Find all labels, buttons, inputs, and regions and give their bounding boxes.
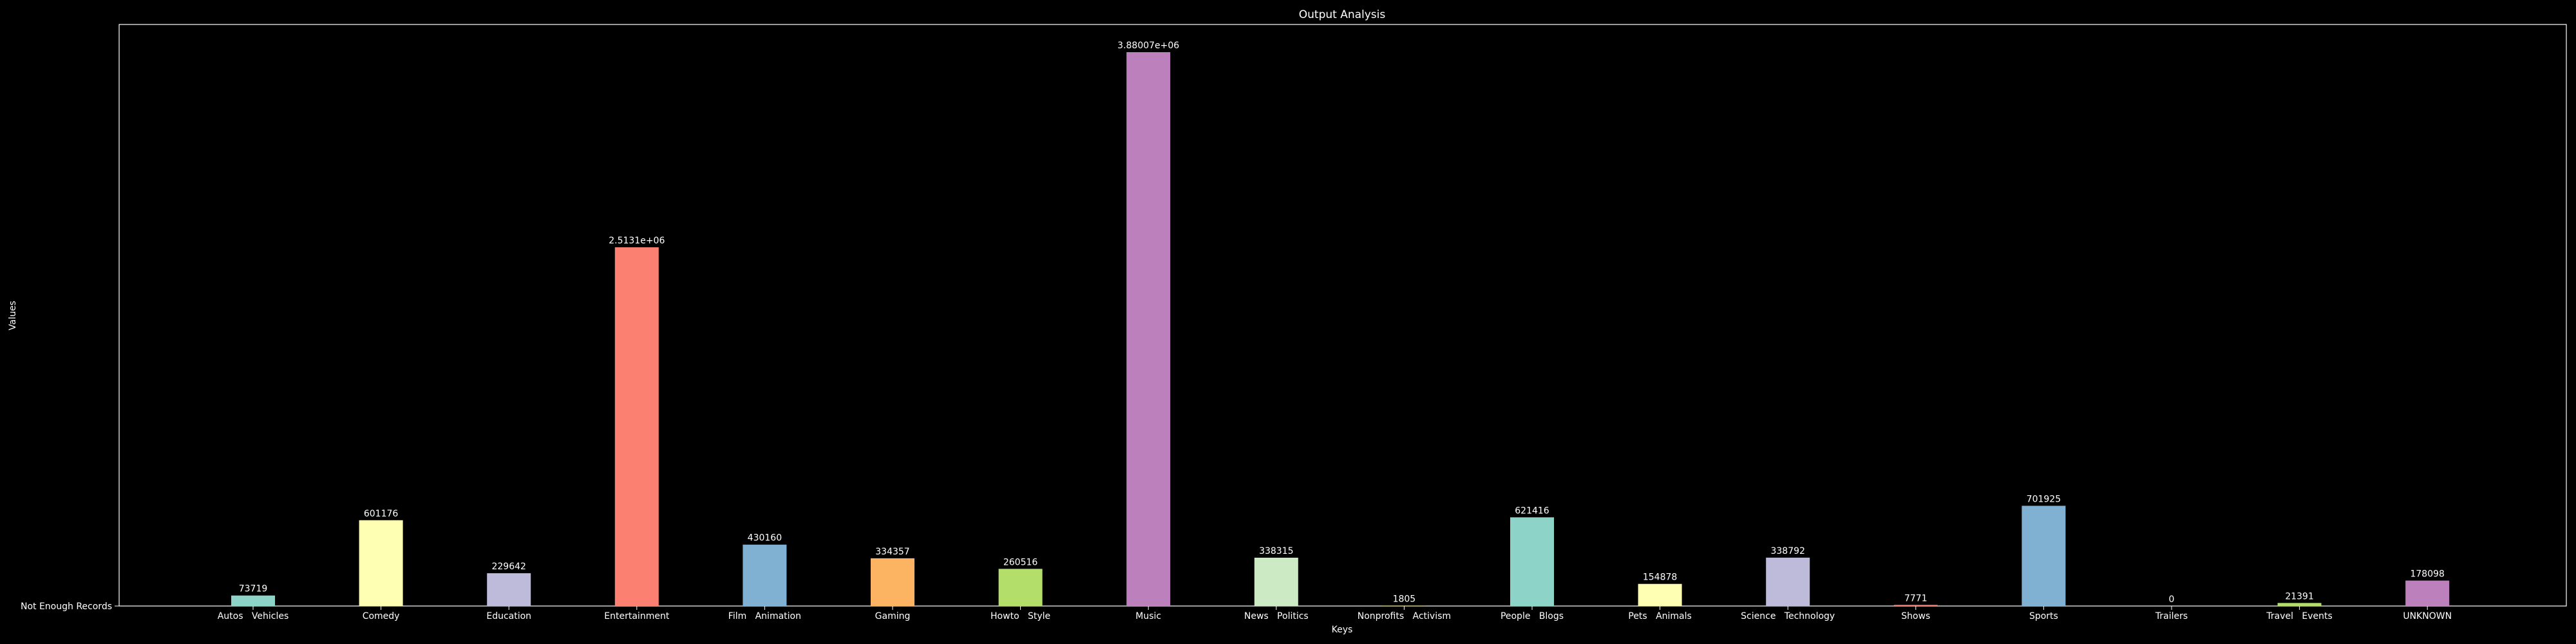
data-label: 701925: [2027, 494, 2061, 504]
bar: [2277, 603, 2322, 606]
x-tick-label: Nonprofits Activism: [1358, 611, 1451, 621]
x-tick-label: UNKNOWN: [2403, 611, 2452, 621]
bar: [1893, 605, 1938, 606]
plot-frame: [118, 24, 2567, 607]
x-tick-label: Comedy: [363, 611, 400, 621]
y-axis-label: Values: [8, 301, 18, 330]
bar: [1126, 52, 1171, 606]
data-label: 601176: [364, 509, 399, 519]
x-tick-label: Entertainment: [604, 611, 670, 621]
bar: [2405, 580, 2450, 606]
data-label: 7771: [1904, 593, 1927, 603]
data-label: 0: [2169, 594, 2175, 605]
data-label: 154878: [1643, 573, 1677, 583]
data-label: 2.5131e+06: [609, 236, 665, 246]
x-tick-label: Pets Animals: [1628, 611, 1691, 621]
x-tick-label: News Politics: [1244, 611, 1309, 621]
bar: [743, 544, 787, 606]
bar: [487, 573, 531, 606]
x-tick-label: Autos Vehicles: [218, 611, 289, 621]
data-label: 621416: [1515, 506, 1549, 516]
x-tick-label: People Blogs: [1501, 611, 1564, 621]
bar: [231, 595, 275, 606]
bar: [998, 569, 1043, 606]
bar: [1766, 557, 1810, 606]
data-label: 1805: [1393, 594, 1416, 605]
x-tick-label: Trailers: [2155, 611, 2188, 621]
x-tick-label: Sports: [2029, 611, 2058, 621]
x-axis-label: Keys: [1332, 625, 1353, 635]
data-label: 338792: [1770, 546, 1804, 556]
bar: [871, 558, 914, 606]
x-tick-label: Howto Style: [990, 611, 1050, 621]
data-label: 430160: [748, 533, 782, 544]
bar: [1510, 517, 1554, 606]
x-tick-label: Music: [1135, 611, 1161, 621]
data-label: 229642: [491, 562, 526, 572]
bar: [1638, 583, 1682, 606]
bar: [614, 247, 659, 606]
data-label: 334357: [875, 547, 909, 557]
x-tick-label: Shows: [1901, 611, 1930, 621]
x-tick-label: Education: [486, 611, 531, 621]
x-tick-label: Film Animation: [728, 611, 801, 621]
bar: [1254, 558, 1298, 606]
y-tick-label: Not Enough Records: [21, 601, 112, 612]
bar: [2022, 506, 2066, 606]
data-label: 338315: [1259, 546, 1293, 556]
x-tick-label: Travel Events: [2266, 611, 2332, 621]
bar: [359, 520, 403, 606]
x-tick-label: Gaming: [875, 611, 911, 621]
chart-title: Output Analysis: [1299, 8, 1386, 21]
data-label: 21391: [2285, 591, 2314, 601]
data-label: 178098: [2410, 569, 2444, 580]
data-label: 3.88007e+06: [1117, 41, 1179, 51]
x-tick-label: Science Technology: [1741, 611, 1835, 621]
bars-group: 73719 Autos Vehicles 601176 Comedy 229642 Edu…: [218, 41, 2452, 621]
data-label: 260516: [1003, 557, 1038, 567]
data-label: 73719: [239, 584, 268, 594]
